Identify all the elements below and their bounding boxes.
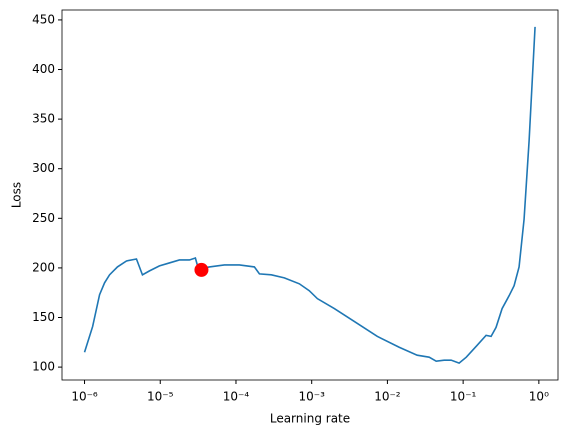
y-tick-label: 150: [32, 310, 55, 324]
suggested-point: [194, 262, 209, 277]
y-tick-label: 250: [32, 211, 55, 225]
x-tick-label: 10⁰: [529, 390, 549, 404]
loss-line: [83, 26, 536, 365]
x-tick-label: 10⁻⁶: [71, 390, 98, 404]
y-tick-label: 100: [32, 360, 55, 374]
x-axis-label: Learning rate: [270, 412, 350, 426]
x-tick-label: 10⁻¹: [450, 390, 477, 404]
x-tick-label: 10⁻⁵: [147, 390, 174, 404]
x-tick-label: 10⁻³: [298, 390, 325, 404]
y-tick-label: 450: [32, 12, 55, 26]
y-axis-label: Loss: [10, 182, 24, 208]
plot-frame: [61, 9, 559, 381]
y-tick-label: 350: [32, 112, 55, 126]
y-tick-label: 200: [32, 260, 55, 274]
x-tick-label: 10⁻²: [374, 390, 401, 404]
y-tick-label: 300: [32, 161, 55, 175]
x-tick-label: 10⁻⁴: [223, 390, 250, 404]
y-tick-label: 400: [32, 62, 55, 76]
